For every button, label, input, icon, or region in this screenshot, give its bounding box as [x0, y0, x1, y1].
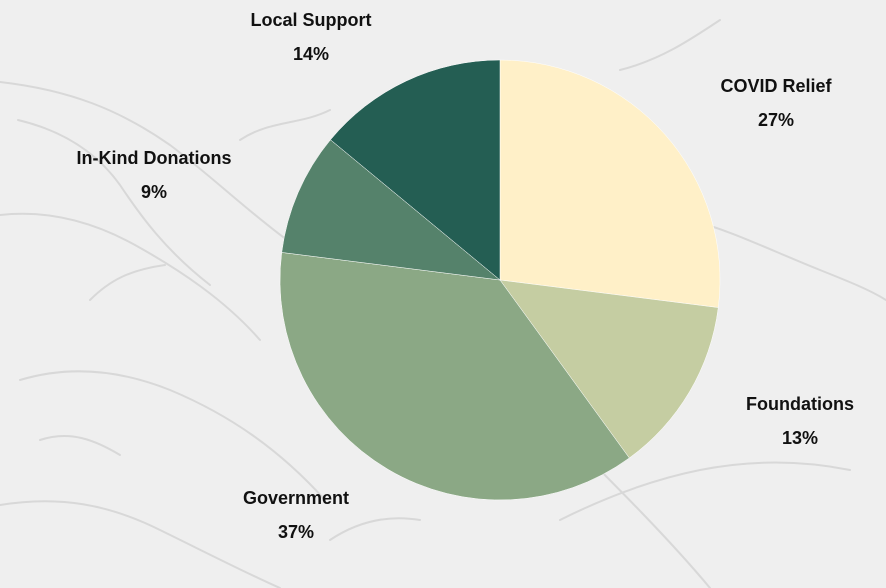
watermark-branch	[89, 264, 166, 301]
pie-slice-foundations	[499, 279, 719, 459]
slice-category-label: Government	[242, 488, 350, 508]
watermark-branch	[619, 19, 721, 71]
slice-category-label: Local Support	[250, 10, 372, 30]
pie-slice-government	[279, 252, 630, 501]
slice-category-label: In-Kind Donations	[76, 148, 232, 168]
slice-label-foundations: Foundations 13%	[746, 387, 854, 455]
watermark-branch	[0, 212, 261, 341]
slice-label-covid-relief: COVID Relief 27%	[720, 69, 831, 137]
pie-slice-in-kind-donations	[281, 139, 501, 281]
slice-value-label: 27%	[757, 110, 795, 130]
pie-slice-covid-relief	[499, 59, 721, 308]
slice-category-label: COVID Relief	[720, 76, 832, 96]
slice-value-label: 37%	[277, 522, 315, 542]
watermark-branch	[39, 434, 121, 456]
pie-slices	[279, 59, 721, 501]
watermark-branch	[239, 109, 331, 141]
slice-label-in-kind-donations: In-Kind Donations 9%	[77, 141, 232, 209]
watermark-branch	[17, 119, 211, 286]
watermark-branch	[329, 517, 421, 541]
slice-value-label: 14%	[292, 44, 330, 64]
slice-value-label: 9%	[140, 182, 168, 202]
watermark-branch	[689, 219, 886, 301]
watermark-branch	[559, 461, 851, 521]
slice-value-label: 13%	[781, 428, 819, 448]
slice-category-label: Foundations	[746, 394, 854, 414]
slice-label-government: Government 37%	[243, 481, 349, 549]
watermark-branch	[19, 370, 326, 501]
pie-slice-local-support	[330, 59, 501, 281]
slice-label-local-support: Local Support 14%	[251, 3, 372, 71]
watermark-branch	[0, 500, 281, 588]
